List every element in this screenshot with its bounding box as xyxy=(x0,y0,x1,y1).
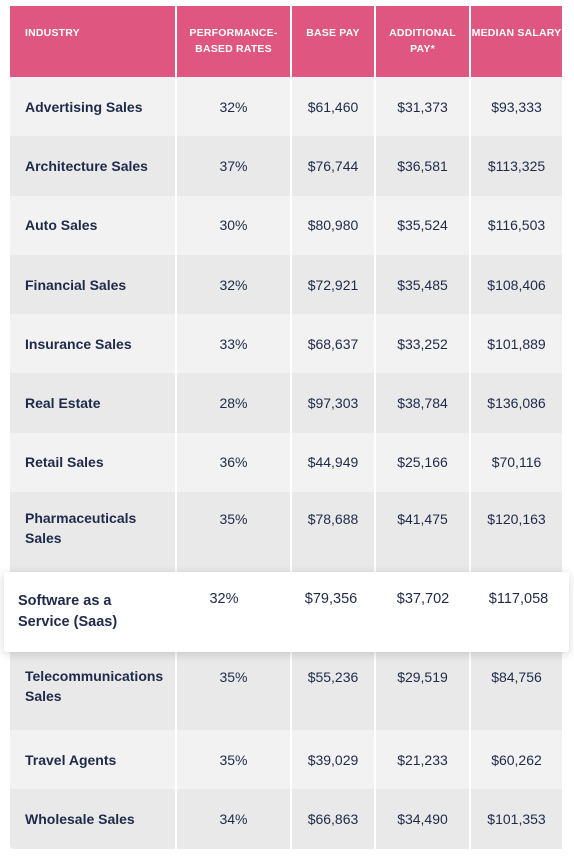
industry-cell: Advertising Sales xyxy=(10,77,177,137)
header-performance: PERFORMANCE-BASED RATES xyxy=(177,6,292,77)
table-row: Advertising Sales 32% $61,460 $31,373 $9… xyxy=(10,77,562,137)
performance-cell: 32% xyxy=(209,591,239,607)
additional-pay-cell: $31,373 xyxy=(376,77,471,137)
median-salary-cell: $84,756 xyxy=(471,650,562,731)
median-salary-cell: $108,406 xyxy=(471,254,562,315)
base-pay-cell: $55,236 xyxy=(292,650,376,731)
header-additional-pay: ADDITIONAL PAY* xyxy=(376,6,471,77)
additional-pay-cell: $36,581 xyxy=(376,136,471,196)
base-pay-cell: $39,029 xyxy=(292,730,376,790)
industry-cell: Pharmaceuticals Sales xyxy=(10,492,177,573)
base-pay-cell: $76,744 xyxy=(292,136,376,196)
additional-pay-cell: $34,490 xyxy=(376,789,471,849)
salary-table: INDUSTRY PERFORMANCE-BASED RATES BASE PA… xyxy=(10,6,562,849)
base-pay-cell: $97,303 xyxy=(292,373,376,433)
median-salary-cell: $117,058 xyxy=(488,591,549,607)
table-header-row: INDUSTRY PERFORMANCE-BASED RATES BASE PA… xyxy=(10,6,562,77)
additional-pay-cell: $33,252 xyxy=(376,314,471,374)
performance-cell: 32% xyxy=(177,254,292,315)
performance-cell: 30% xyxy=(177,195,292,255)
table-row: Wholesale Sales 34% $66,863 $34,490 $101… xyxy=(10,789,562,849)
performance-cell: 33% xyxy=(177,314,292,374)
base-pay-cell: $68,637 xyxy=(292,314,376,374)
industry-cell: Wholesale Sales xyxy=(10,789,177,849)
performance-cell: 34% xyxy=(177,789,292,849)
base-pay-cell: $78,688 xyxy=(292,492,376,573)
industry-cell: Retail Sales xyxy=(10,432,177,493)
median-salary-cell: $70,116 xyxy=(471,432,562,493)
additional-pay-cell: $37,702 xyxy=(396,591,450,607)
performance-cell: 37% xyxy=(177,136,292,196)
table-row: Financial Sales 32% $72,921 $35,485 $108… xyxy=(10,254,562,315)
header-industry: INDUSTRY xyxy=(10,6,177,77)
median-salary-cell: $116,503 xyxy=(471,195,562,255)
table-row: Travel Agents 35% $39,029 $21,233 $60,26… xyxy=(10,730,562,790)
performance-cell: 35% xyxy=(177,492,292,573)
base-pay-cell: $72,921 xyxy=(292,254,376,315)
industry-cell: Travel Agents xyxy=(10,730,177,790)
performance-cell: 35% xyxy=(177,730,292,790)
table-row: Real Estate 28% $97,303 $38,784 $136,086 xyxy=(10,373,562,433)
additional-pay-cell: $38,784 xyxy=(376,373,471,433)
table-row: Pharmaceuticals Sales 35% $78,688 $41,47… xyxy=(10,492,562,573)
base-pay-cell: $61,460 xyxy=(292,77,376,137)
additional-pay-cell: $41,475 xyxy=(376,492,471,573)
additional-pay-cell: $21,233 xyxy=(376,730,471,790)
highlighted-row: Software as a Service (Saas) 32% $79,356… xyxy=(4,572,569,652)
industry-cell: Financial Sales xyxy=(10,254,177,315)
base-pay-cell: $66,863 xyxy=(292,789,376,849)
base-pay-cell: $80,980 xyxy=(292,195,376,255)
industry-cell: Software as a Service (Saas) xyxy=(18,593,118,630)
header-base-pay: BASE PAY xyxy=(292,6,376,77)
median-salary-cell: $101,353 xyxy=(471,789,562,849)
performance-cell: 32% xyxy=(177,77,292,137)
industry-cell: Auto Sales xyxy=(10,195,177,255)
performance-cell: 36% xyxy=(177,432,292,493)
industry-cell: Insurance Sales xyxy=(10,314,177,374)
table-row: Auto Sales 30% $80,980 $35,524 $116,503 xyxy=(10,195,562,255)
median-salary-cell: $113,325 xyxy=(471,136,562,196)
median-salary-cell: $136,086 xyxy=(471,373,562,433)
additional-pay-cell: $25,166 xyxy=(376,432,471,493)
additional-pay-cell: $35,485 xyxy=(376,254,471,315)
median-salary-cell: $120,163 xyxy=(471,492,562,573)
industry-cell: Telecommunications Sales xyxy=(10,650,177,731)
header-median-salary: MEDIAN SALARY xyxy=(471,6,562,77)
table-row: Insurance Sales 33% $68,637 $33,252 $101… xyxy=(10,314,562,374)
table-row: Architecture Sales 37% $76,744 $36,581 $… xyxy=(10,136,562,196)
base-pay-cell: $44,949 xyxy=(292,432,376,493)
median-salary-cell: $60,262 xyxy=(471,730,562,790)
industry-cell: Real Estate xyxy=(10,373,177,433)
performance-cell: 35% xyxy=(177,650,292,731)
additional-pay-cell: $29,519 xyxy=(376,650,471,731)
table-row: Retail Sales 36% $44,949 $25,166 $70,116 xyxy=(10,432,562,493)
median-salary-cell: $93,333 xyxy=(471,77,562,137)
median-salary-cell: $101,889 xyxy=(471,314,562,374)
industry-cell: Architecture Sales xyxy=(10,136,177,196)
performance-cell: 28% xyxy=(177,373,292,433)
additional-pay-cell: $35,524 xyxy=(376,195,471,255)
table-row: Telecommunications Sales 35% $55,236 $29… xyxy=(10,650,562,731)
base-pay-cell: $79,356 xyxy=(304,591,358,607)
